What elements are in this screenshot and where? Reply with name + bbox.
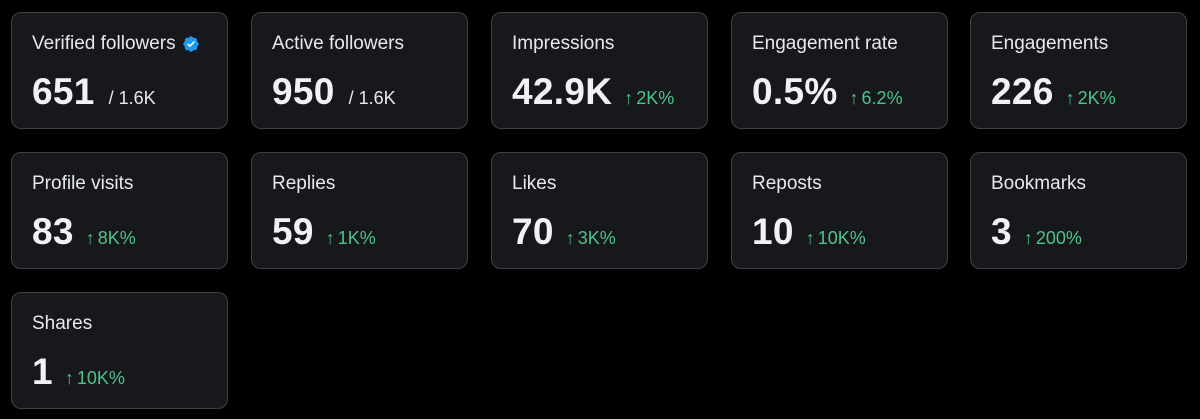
arrow-up-icon: ↑: [566, 228, 575, 249]
arrow-up-icon: ↑: [65, 368, 74, 389]
metric-card-engagement-rate[interactable]: Engagement rate 0.5% ↑ 6.2%: [731, 12, 948, 129]
metric-change: ↑ 8K%: [86, 228, 136, 249]
metric-change-text: 10K%: [77, 368, 125, 388]
metric-card-verified-followers[interactable]: Verified followers 651 / 1.6K: [11, 12, 228, 129]
metric-label: Profile visits: [32, 173, 133, 195]
metric-value: 83: [32, 211, 74, 253]
arrow-up-icon: ↑: [624, 88, 633, 109]
metric-label: Bookmarks: [991, 173, 1086, 195]
metric-value-row: 651 / 1.6K: [32, 71, 156, 113]
metric-label: Active followers: [272, 33, 404, 55]
metric-value-row: 950 / 1.6K: [272, 71, 396, 113]
metric-value-row: 42.9K ↑ 2K%: [512, 71, 674, 113]
metric-value-row: 3 ↑ 200%: [991, 211, 1082, 253]
metric-total: / 1.6K: [109, 88, 156, 109]
metric-card-likes[interactable]: Likes 70 ↑ 3K%: [491, 152, 708, 269]
metric-card-replies[interactable]: Replies 59 ↑ 1K%: [251, 152, 468, 269]
metric-change-text: 6.2%: [862, 88, 903, 108]
metric-value: 3: [991, 211, 1012, 253]
metric-label: Engagements: [991, 33, 1108, 55]
metric-change: ↑ 1K%: [326, 228, 376, 249]
metric-label-text: Shares: [32, 313, 92, 335]
metric-change: ↑ 6.2%: [850, 88, 903, 109]
metric-label-text: Engagement rate: [752, 33, 898, 55]
metric-change: ↑ 10K%: [65, 368, 125, 389]
metric-change-text: 2K%: [1078, 88, 1116, 108]
metric-card-bookmarks[interactable]: Bookmarks 3 ↑ 200%: [970, 152, 1187, 269]
metric-value: 59: [272, 211, 314, 253]
metric-label-text: Likes: [512, 173, 556, 195]
metric-change-text: 8K%: [98, 228, 136, 248]
arrow-up-icon: ↑: [326, 228, 335, 249]
metric-card-active-followers[interactable]: Active followers 950 / 1.6K: [251, 12, 468, 129]
metric-value: 950: [272, 71, 335, 113]
metric-card-profile-visits[interactable]: Profile visits 83 ↑ 8K%: [11, 152, 228, 269]
metric-label-text: Profile visits: [32, 173, 133, 195]
metric-change-text: 10K%: [818, 228, 866, 248]
metric-label-text: Reposts: [752, 173, 822, 195]
metric-value-row: 83 ↑ 8K%: [32, 211, 136, 253]
metric-total: / 1.6K: [349, 88, 396, 109]
verified-badge-icon: [182, 35, 200, 53]
metric-value-row: 226 ↑ 2K%: [991, 71, 1116, 113]
metric-value-row: 0.5% ↑ 6.2%: [752, 71, 903, 113]
metric-change-text: 1K%: [338, 228, 376, 248]
arrow-up-icon: ↑: [806, 228, 815, 249]
metric-change: ↑ 2K%: [1066, 88, 1116, 109]
metric-value: 10: [752, 211, 794, 253]
metric-label-text: Bookmarks: [991, 173, 1086, 195]
metric-value: 226: [991, 71, 1054, 113]
metric-label-text: Replies: [272, 173, 335, 195]
metric-card-engagements[interactable]: Engagements 226 ↑ 2K%: [970, 12, 1187, 129]
metric-card-shares[interactable]: Shares 1 ↑ 10K%: [11, 292, 228, 409]
arrow-up-icon: ↑: [86, 228, 95, 249]
metric-label-text: Verified followers: [32, 33, 176, 55]
metric-change: ↑ 2K%: [624, 88, 674, 109]
metric-value: 70: [512, 211, 554, 253]
metric-label: Engagement rate: [752, 33, 898, 55]
metric-value-row: 70 ↑ 3K%: [512, 211, 616, 253]
metric-value-row: 10 ↑ 10K%: [752, 211, 866, 253]
arrow-up-icon: ↑: [1066, 88, 1075, 109]
metric-label: Reposts: [752, 173, 822, 195]
metric-label: Replies: [272, 173, 335, 195]
metric-change-text: 2K%: [636, 88, 674, 108]
metric-card-impressions[interactable]: Impressions 42.9K ↑ 2K%: [491, 12, 708, 129]
metric-change-text: 3K%: [578, 228, 616, 248]
metric-label-text: Active followers: [272, 33, 404, 55]
metric-change: ↑ 3K%: [566, 228, 616, 249]
metric-change: ↑ 10K%: [806, 228, 866, 249]
metric-value: 42.9K: [512, 71, 612, 113]
arrow-up-icon: ↑: [1024, 228, 1033, 249]
metric-card-reposts[interactable]: Reposts 10 ↑ 10K%: [731, 152, 948, 269]
metric-value: 1: [32, 351, 53, 393]
metric-label-text: Impressions: [512, 33, 614, 55]
metric-label: Shares: [32, 313, 92, 335]
metric-label: Likes: [512, 173, 556, 195]
metric-value: 0.5%: [752, 71, 838, 113]
metric-value-row: 1 ↑ 10K%: [32, 351, 125, 393]
metric-label: Impressions: [512, 33, 614, 55]
metric-change-text: 200%: [1036, 228, 1082, 248]
metric-change: ↑ 200%: [1024, 228, 1082, 249]
metric-label: Verified followers: [32, 33, 200, 55]
metric-value-row: 59 ↑ 1K%: [272, 211, 376, 253]
metric-label-text: Engagements: [991, 33, 1108, 55]
metric-value: 651: [32, 71, 95, 113]
arrow-up-icon: ↑: [850, 88, 859, 109]
